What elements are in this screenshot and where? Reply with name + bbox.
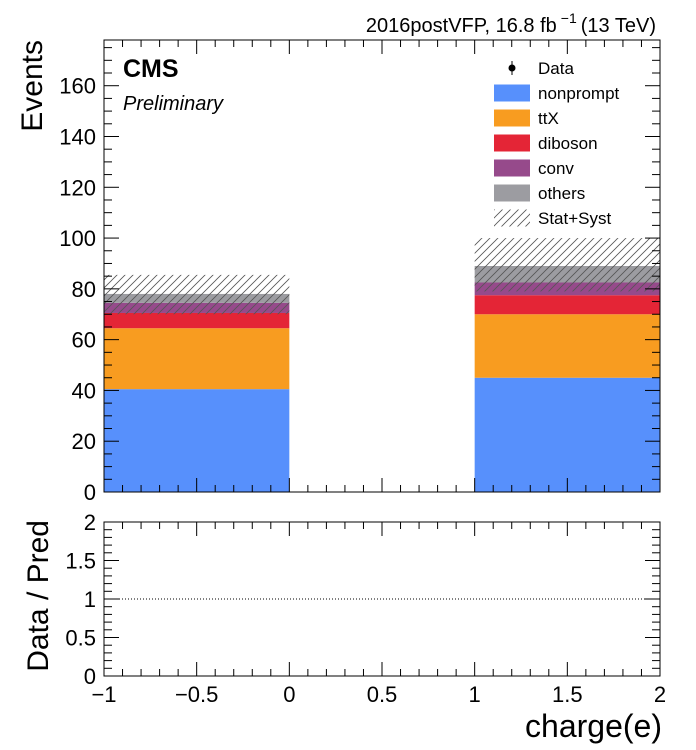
- preliminary-label: Preliminary: [123, 93, 224, 115]
- x-tick-label: 1: [469, 682, 481, 707]
- ratio-frame: [103, 521, 661, 677]
- bar-ttx-bin-2: [474, 314, 660, 378]
- y-axis-title: Events: [16, 40, 49, 132]
- x-tick-label: 0.5: [367, 682, 398, 707]
- ratio-y-tick-label: 0: [84, 664, 96, 689]
- legend-label-stat-syst: Stat+Syst: [538, 209, 612, 228]
- y-tick-label: 120: [59, 175, 96, 200]
- uncertainty-layer: [104, 238, 660, 315]
- ratio-panel: 0 0.5 1 1.5 2 −1 −0.5 0 0.5 1 1.5 2 Data / Pred cha…: [22, 510, 666, 744]
- legend-swatch-others: [494, 184, 530, 202]
- legend-swatch-conv: [494, 159, 530, 177]
- bar-diboson-bin-0: [104, 312, 290, 329]
- legend-swatch-stat-syst: [494, 209, 530, 227]
- y-tick-label: 140: [59, 124, 96, 149]
- lumi-main: 2016postVFP, 16.8 fb: [366, 15, 557, 37]
- y-tick-label: 20: [72, 429, 96, 454]
- ratio-y-tick-label: 1: [84, 587, 96, 612]
- legend-label-data: Data: [538, 59, 574, 78]
- y-tick-label: 100: [59, 226, 96, 251]
- lumi-exponent: −1: [561, 10, 577, 26]
- legend-label-ttx: ttX: [538, 109, 559, 128]
- y-tick-label: 60: [72, 328, 96, 353]
- lumi-energy: (13 TeV): [581, 15, 656, 37]
- uncertainty-band-bin-0: [104, 274, 290, 315]
- x-tick-label: 2: [654, 682, 666, 707]
- legend-label-diboson: diboson: [538, 134, 598, 153]
- legend-label-conv: conv: [538, 159, 574, 178]
- legend-swatch-nonprompt: [494, 84, 530, 102]
- x-tick-label: −0.5: [175, 682, 218, 707]
- x-tick-label: 1.5: [552, 682, 583, 707]
- ratio-ticks: 0 0.5 1 1.5 2 −1 −0.5 0 0.5 1 1.5 2: [65, 510, 666, 707]
- bar-ttx-bin-0: [104, 328, 290, 390]
- legend-label-others: others: [538, 184, 585, 203]
- x-tick-label: −1: [91, 682, 116, 707]
- y-tick-label: 160: [59, 74, 96, 99]
- x-tick-label: 0: [283, 682, 295, 707]
- x-axis-title: charge(e): [525, 708, 662, 744]
- ratio-y-tick-label: 1.5: [65, 549, 96, 574]
- cms-label: CMS: [123, 55, 179, 83]
- legend-label-nonprompt: nonprompt: [538, 84, 620, 103]
- stack-layer: [104, 266, 660, 492]
- legend: Data nonprompt ttX diboson conv others Stat+Sy…: [494, 59, 620, 228]
- y-tick-label: 80: [72, 277, 96, 302]
- ratio-y-axis-title: Data / Pred: [22, 520, 55, 672]
- uncertainty-band-bin-2: [474, 238, 660, 292]
- y-tick-label: 40: [72, 378, 96, 403]
- ratio-y-tick-label: 0.5: [65, 626, 96, 651]
- bar-nonprompt-bin-0: [104, 389, 290, 492]
- lumi-label: 2016postVFP, 16.8 fb −1 (13 TeV): [366, 10, 656, 37]
- legend-swatch-ttx: [494, 109, 530, 127]
- ratio-y-tick-label: 2: [84, 510, 96, 535]
- bar-nonprompt-bin-2: [474, 377, 660, 492]
- legend-swatch-diboson: [494, 134, 530, 152]
- main-panel: 0 20 40 60 80 100 120 140 160 Events CMS Prelimi…: [16, 39, 661, 505]
- main-ticks: 0 20 40 60 80 100 120 140 160: [59, 40, 661, 505]
- y-tick-label: 0: [84, 480, 96, 505]
- bar-diboson-bin-2: [474, 295, 660, 315]
